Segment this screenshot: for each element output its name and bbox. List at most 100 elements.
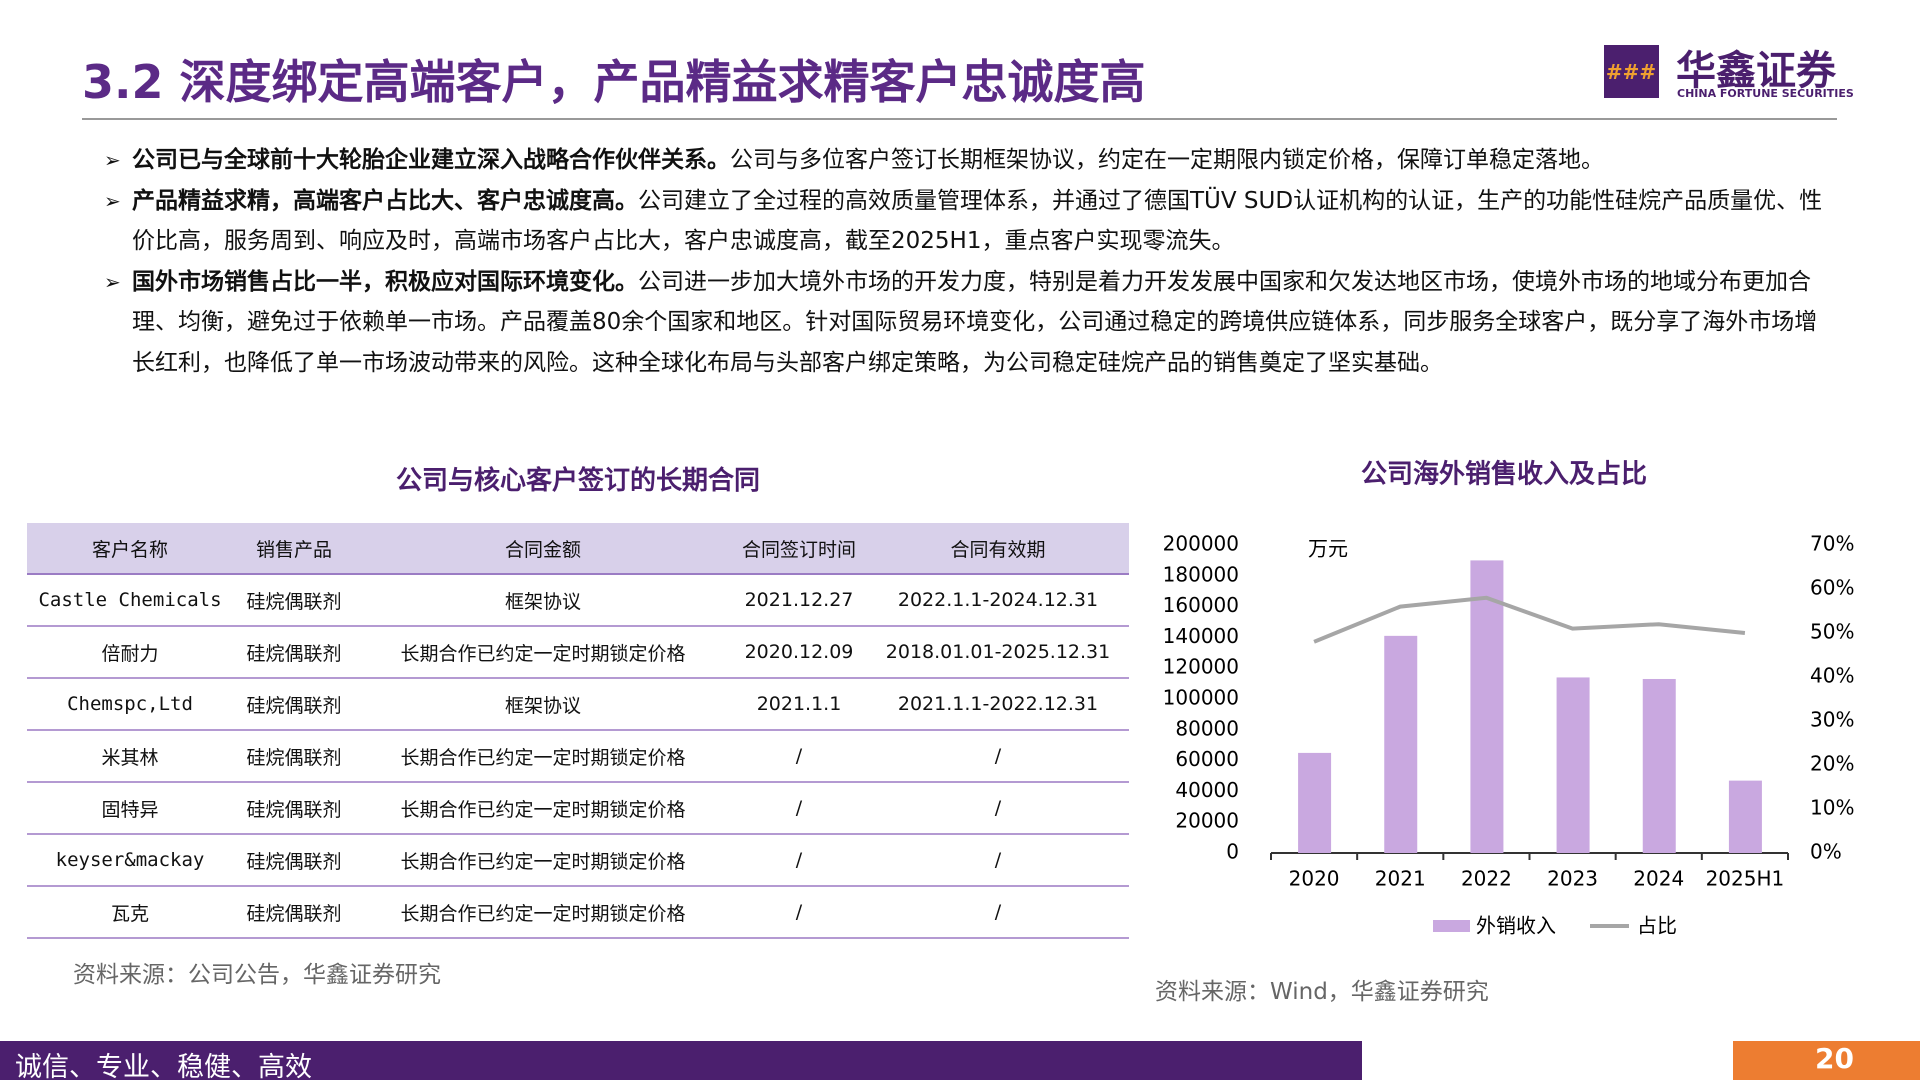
y-tick-label: 100000 [1163,686,1239,710]
y-tick-label: 120000 [1163,655,1239,679]
table-cell: 硅烷偶联剂 [233,730,355,783]
table-cell: 瓦克 [27,886,233,939]
header-cell: 客户名称 [27,523,233,575]
header-cell: 合同金额 [355,523,731,575]
y2-tick-label: 0% [1810,840,1842,864]
bar [1298,752,1332,853]
table-row: Chemspc,Ltd 硅烷偶联剂 框架协议 2021.1.1 2021.1.1-202… [27,678,1129,731]
table-row: Castle Chemicals 硅烷偶联剂 框架协议 2021.12.27 2022.… [27,574,1129,627]
table-cell: 2021.1.1-2022.12.31 [867,678,1129,731]
table-cell: 2021.12.27 [731,574,867,627]
table-cell: / [731,886,867,939]
table-cell: 倍耐力 [27,626,233,679]
table-cell: 2020.12.09 [731,626,867,679]
table-cell: 硅烷偶联剂 [233,886,355,939]
footer-accent [1733,1041,1920,1080]
bar [1384,635,1418,853]
y-tick-label: 140000 [1163,624,1239,648]
table-cell: 硅烷偶联剂 [233,834,355,887]
table-row: 倍耐力 硅烷偶联剂 长期合作已约定一定时期锁定价格 2020.12.09 2018.01… [27,626,1129,679]
logo-text: 华鑫证券 [1676,48,1836,94]
bullet: 产品精益求精，高端客户占比大、客户忠诚度高。公司建立了全过程的高效质量管理体系，… [104,181,1824,262]
bullet: 公司已与全球前十大轮胎企业建立深入战略合作伙伴关系。公司与多位客户签订长期框架协… [104,140,1824,181]
table-cell: 固特异 [27,782,233,835]
y2-tick-label: 60% [1810,576,1854,600]
bullet-list: 公司已与全球前十大轮胎企业建立深入战略合作伙伴关系。公司与多位客户签订长期框架协… [104,140,1824,383]
table-row: keyser&mackay 硅烷偶联剂 长期合作已约定一定时期锁定价格 / / [27,834,1129,887]
table-cell: 框架协议 [355,574,731,627]
footer-slogan: 诚信、专业、稳健、高效 [15,1052,312,1083]
bullet-text: 公司进一步加大境外市场的开发力度，特别是着力开发发展中国家和欠发达地区市场，使境… [132,268,1818,376]
legend-label: 外销收入 [1476,914,1556,938]
y2-tick-label: 70% [1810,532,1854,556]
table-cell: / [867,730,1129,783]
contract-table: 客户名称 销售产品 合同金额 合同签订时间 合同有效期 Castle Chemicals 硅… [27,523,1129,939]
bar [1642,678,1676,853]
table-cell: / [731,782,867,835]
table-cell: / [731,834,867,887]
table-cell: / [867,782,1129,835]
table-cell: 长期合作已约定一定时期锁定价格 [355,730,731,783]
y2-tick-label: 30% [1810,708,1854,732]
page-number: 20 [1815,1042,1854,1075]
table-row: 瓦克 硅烷偶联剂 长期合作已约定一定时期锁定价格 / / [27,886,1129,939]
y2-tick-label: 10% [1810,796,1854,820]
table-cell: 长期合作已约定一定时期锁定价格 [355,626,731,679]
table-cell: Castle Chemicals [27,574,233,627]
table-cell: / [731,730,867,783]
logo-mark: ### [1606,60,1656,84]
bullet-text: 公司与多位客户签订长期框架协议，约定在一定期限内锁定价格，保障订单稳定落地。 [730,147,1604,173]
table-cell: / [867,886,1129,939]
bullet-bold: 产品精益求精，高端客户占比大、客户忠诚度高。 [132,187,638,214]
bullet-text: 公司建立了全过程的高效质量管理体系，并通过了德国TÜV SUD认证机构的认证，生… [132,187,1823,255]
y-tick-label: 40000 [1175,778,1239,802]
table-cell: 硅烷偶联剂 [233,574,355,627]
unit-label: 万元 [1308,537,1348,561]
table-cell: 长期合作已约定一定时期锁定价格 [355,886,731,939]
y-tick-label: 60000 [1175,747,1239,771]
x-tick-label: 2021 [1375,867,1426,891]
table-source: 资料来源：公司公告，华鑫证券研究 [73,962,441,988]
bullet-bold: 公司已与全球前十大轮胎企业建立深入战略合作伙伴关系。 [132,147,730,173]
table-cell: 米其林 [27,730,233,783]
x-tick-label: 2020 [1289,867,1340,891]
title: 3.2 深度绑定高端客户，产品精益求精客户忠诚度高 [82,55,1146,109]
legend-swatch [1433,920,1470,932]
table-cell: / [867,834,1129,887]
y-tick-label: 160000 [1163,593,1239,617]
x-tick-label: 2022 [1461,867,1512,891]
title-rule [82,118,1837,120]
table-cell: Chemspc,Ltd [27,678,233,731]
header-cell: 销售产品 [233,523,355,575]
svg-text:###: ### [1606,60,1656,84]
y-tick-label: 0 [1226,840,1239,864]
y2-tick-label: 20% [1810,752,1854,776]
y2-tick-label: 40% [1810,664,1854,688]
table-cell: 2018.01.01-2025.12.31 [867,626,1129,679]
y-tick-label: 180000 [1163,562,1239,586]
bar [1556,677,1590,853]
table-cell: keyser&mackay [27,834,233,887]
y-tick-label: 20000 [1175,809,1239,833]
bar [1470,560,1504,853]
table-row: 米其林 硅烷偶联剂 长期合作已约定一定时期锁定价格 / / [27,730,1129,783]
bullet: 国外市场销售占比一半，积极应对国际环境变化。公司进一步加大境外市场的开发力度，特… [104,262,1824,384]
table-cell: 硅烷偶联剂 [233,678,355,731]
bullet-bold: 国外市场销售占比一半，积极应对国际环境变化。 [132,268,638,295]
table-cell: 长期合作已约定一定时期锁定价格 [355,782,731,835]
table-title: 公司与核心客户签订的长期合同 [395,466,760,496]
logo-subtext: CHINA FORTUNE SECURITIES [1677,87,1854,100]
x-tick-label: 2024 [1633,867,1684,891]
table-cell: 框架协议 [355,678,731,731]
chart-source: 资料来源：Wind，华鑫证券研究 [1155,979,1489,1005]
y-tick-label: 80000 [1175,716,1239,740]
logo-icon: ### [1604,45,1659,98]
table-cell: 硅烷偶联剂 [233,626,355,679]
table-row: 固特异 硅烷偶联剂 长期合作已约定一定时期锁定价格 / / [27,782,1129,835]
header-cell: 合同有效期 [867,523,1129,575]
table-cell: 2022.1.1-2024.12.31 [867,574,1129,627]
bar [1728,780,1762,853]
y-tick-label: 200000 [1163,532,1239,556]
